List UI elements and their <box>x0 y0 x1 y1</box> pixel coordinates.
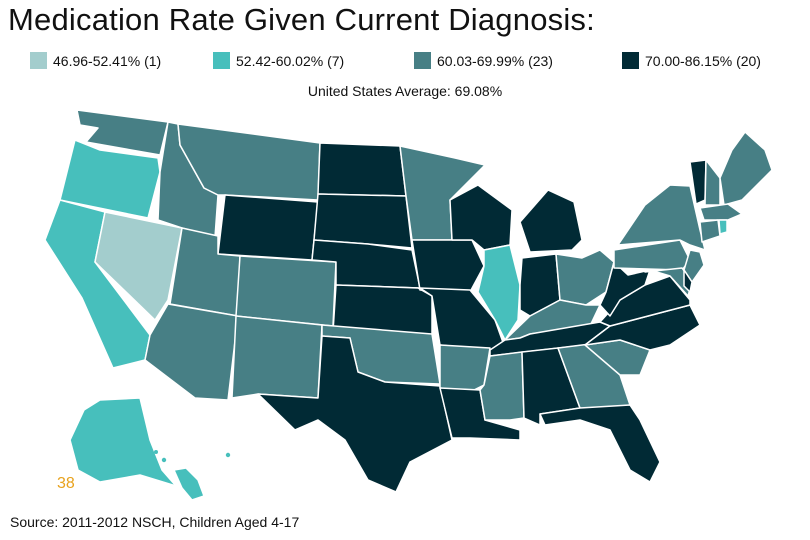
state-hi[interactable] <box>173 467 205 501</box>
legend: 46.96-52.41% (1) 52.42-60.02% (7) 60.03-… <box>0 52 810 72</box>
state-ma[interactable] <box>699 203 743 221</box>
state-nd[interactable] <box>317 142 407 197</box>
legend-label-3: 60.03-69.99% (23) <box>437 52 553 69</box>
state-nj[interactable] <box>683 249 705 283</box>
state-ks[interactable] <box>332 284 433 337</box>
legend-swatch-4 <box>622 52 639 69</box>
legend-item-4: 70.00-86.15% (20) <box>622 52 761 69</box>
legend-item-3: 60.03-69.99% (23) <box>414 52 553 69</box>
state-ia[interactable] <box>411 239 485 293</box>
state-ak[interactable] <box>69 397 177 487</box>
state-ny[interactable] <box>617 184 706 251</box>
state-hi-island-1[interactable] <box>161 457 167 463</box>
state-md[interactable] <box>644 267 693 297</box>
state-hi-island-2[interactable] <box>154 450 158 454</box>
state-nm[interactable] <box>231 315 323 399</box>
state-mi[interactable] <box>519 189 583 253</box>
legend-label-4: 70.00-86.15% (20) <box>645 52 761 69</box>
legend-swatch-1 <box>30 52 47 69</box>
source-note: Source: 2011-2012 NSCH, Children Aged 4-… <box>10 514 300 530</box>
legend-item-1: 46.96-52.41% (1) <box>30 52 161 69</box>
legend-label-2: 52.42-60.02% (7) <box>236 52 345 69</box>
figure-number: 38 <box>57 475 75 492</box>
state-hi-island-3[interactable] <box>225 452 231 458</box>
legend-swatch-3 <box>414 52 431 69</box>
state-ri[interactable] <box>718 219 728 235</box>
state-nv[interactable] <box>94 211 183 321</box>
state-wy[interactable] <box>217 194 319 261</box>
legend-label-1: 46.96-52.41% (1) <box>53 52 162 69</box>
state-sd[interactable] <box>313 193 413 249</box>
chart-title: Medication Rate Given Current Diagnosis: <box>8 2 595 37</box>
legend-swatch-2 <box>213 52 230 69</box>
us-average-label: United States Average: 69.08% <box>307 83 503 99</box>
us-map <box>44 109 773 501</box>
state-fl[interactable] <box>539 404 661 483</box>
state-co[interactable] <box>235 255 337 327</box>
state-az[interactable] <box>144 303 239 401</box>
state-ct[interactable] <box>699 219 721 243</box>
state-ar[interactable] <box>439 344 491 393</box>
state-me[interactable] <box>719 131 773 206</box>
state-de[interactable] <box>683 269 693 293</box>
state-tx[interactable] <box>257 335 453 493</box>
legend-item-2: 52.42-60.02% (7) <box>213 52 344 69</box>
state-wi[interactable] <box>449 184 513 251</box>
state-nh[interactable] <box>704 159 721 206</box>
